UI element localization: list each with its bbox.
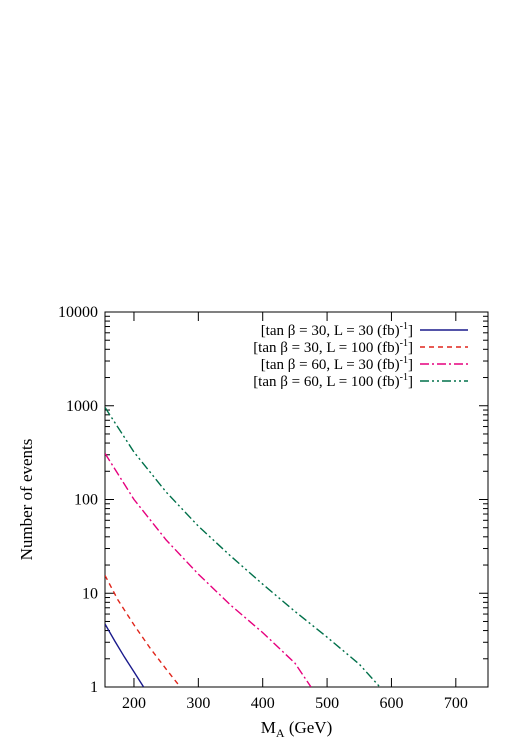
- series-line-2: [105, 575, 181, 687]
- x-axis-title-main: M: [261, 718, 276, 737]
- legend-label-2: [tan β = 30, L = 100 (fb)-1]: [253, 338, 413, 356]
- series-lines: [105, 407, 381, 687]
- axis-ticks: [105, 311, 488, 688]
- x-tick-label: 700: [444, 695, 468, 712]
- x-axis-title: MA (GeV): [261, 718, 332, 740]
- y-tick-label: 10: [82, 585, 98, 602]
- x-tick-labels: 200 300 400 500 600 700: [122, 695, 468, 712]
- x-axis-title-unit: (GeV): [285, 718, 333, 737]
- series-line-4: [105, 407, 381, 687]
- legend-label-1: [tan β = 30, L = 30 (fb)-1]: [261, 321, 413, 339]
- y-tick-label: 1000: [66, 398, 98, 415]
- series-line-1: [105, 623, 145, 687]
- y-axis-title: Number of events: [17, 439, 36, 561]
- y-tick-label: 100: [74, 492, 98, 509]
- series-line-3: [105, 453, 312, 687]
- y-tick-label: 1: [90, 679, 98, 696]
- y-tick-labels: 1 10 100 1000 10000: [58, 304, 98, 696]
- x-tick-label: 200: [122, 695, 146, 712]
- legend: [tan β = 30, L = 30 (fb)-1][tan β = 30, …: [253, 321, 468, 390]
- legend-label-4: [tan β = 60, L = 100 (fb)-1]: [253, 372, 413, 390]
- x-tick-label: 600: [379, 695, 403, 712]
- x-tick-label: 400: [251, 695, 275, 712]
- x-axis-title-subscript: A: [276, 726, 285, 740]
- x-tick-label: 300: [186, 695, 210, 712]
- y-tick-label: 10000: [58, 304, 98, 321]
- x-tick-label: 500: [315, 695, 339, 712]
- legend-label-3: [tan β = 60, L = 30 (fb)-1]: [261, 355, 413, 373]
